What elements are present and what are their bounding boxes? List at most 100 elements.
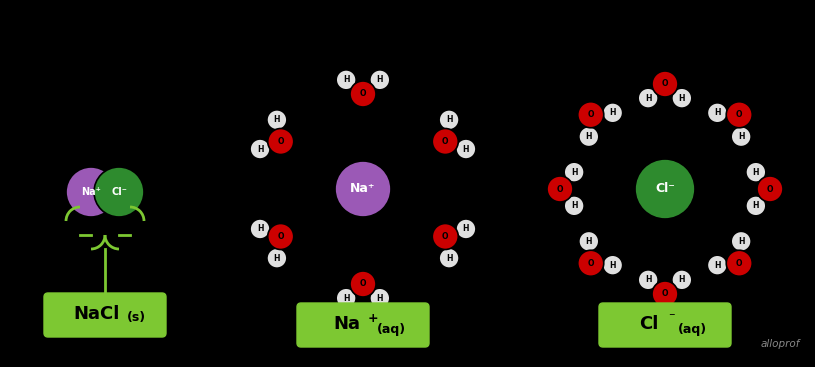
Circle shape — [672, 88, 692, 108]
Text: H: H — [463, 225, 469, 233]
Circle shape — [94, 167, 144, 217]
Text: O: O — [557, 185, 563, 193]
Text: H: H — [679, 94, 685, 103]
Circle shape — [432, 224, 458, 250]
Circle shape — [267, 110, 287, 130]
Text: H: H — [586, 132, 592, 141]
Text: Cl: Cl — [639, 315, 659, 333]
Text: O: O — [277, 232, 284, 241]
Circle shape — [370, 70, 390, 90]
Text: Na⁺: Na⁺ — [81, 187, 101, 197]
Circle shape — [268, 224, 293, 250]
Circle shape — [564, 162, 584, 182]
Circle shape — [267, 248, 287, 268]
Text: H: H — [679, 275, 685, 284]
Text: O: O — [359, 280, 366, 288]
Circle shape — [726, 250, 752, 276]
Circle shape — [707, 103, 727, 123]
Circle shape — [652, 71, 678, 97]
Text: H: H — [377, 75, 383, 84]
Text: H: H — [645, 275, 651, 284]
Text: O: O — [662, 80, 668, 88]
Circle shape — [268, 128, 293, 155]
Text: O: O — [442, 137, 448, 146]
Circle shape — [635, 159, 695, 219]
Circle shape — [602, 103, 623, 123]
Circle shape — [456, 219, 476, 239]
Text: H: H — [738, 237, 744, 246]
Circle shape — [350, 271, 376, 297]
Circle shape — [456, 139, 476, 159]
Circle shape — [579, 231, 599, 251]
Circle shape — [726, 102, 752, 128]
Circle shape — [578, 250, 604, 276]
Circle shape — [547, 176, 573, 202]
Circle shape — [579, 127, 599, 147]
Text: (aq): (aq) — [377, 323, 406, 335]
Circle shape — [652, 281, 678, 307]
Text: H: H — [610, 261, 616, 270]
Text: O: O — [442, 232, 448, 241]
FancyBboxPatch shape — [599, 303, 731, 347]
Circle shape — [638, 270, 659, 290]
Text: alloprof: alloprof — [760, 339, 800, 349]
Text: H: H — [610, 108, 616, 117]
Circle shape — [336, 288, 356, 308]
Text: H: H — [570, 168, 577, 177]
Text: H: H — [257, 225, 263, 233]
Circle shape — [746, 196, 766, 216]
Circle shape — [66, 167, 116, 217]
Text: H: H — [752, 201, 759, 210]
Circle shape — [672, 270, 692, 290]
Circle shape — [350, 81, 376, 107]
Text: H: H — [257, 145, 263, 153]
Text: O: O — [277, 137, 284, 146]
Text: O: O — [662, 290, 668, 298]
Text: H: H — [570, 201, 577, 210]
Text: H: H — [274, 115, 280, 124]
Text: H: H — [446, 254, 452, 263]
Text: O: O — [359, 90, 366, 98]
Circle shape — [370, 288, 390, 308]
Text: ⁻: ⁻ — [668, 312, 675, 324]
Text: O: O — [588, 259, 594, 268]
Text: Cl⁻: Cl⁻ — [655, 182, 675, 196]
Text: O: O — [588, 110, 594, 119]
Text: Na⁺: Na⁺ — [350, 182, 376, 196]
Circle shape — [439, 110, 459, 130]
Text: H: H — [446, 115, 452, 124]
Circle shape — [250, 139, 270, 159]
Text: H: H — [752, 168, 759, 177]
Text: H: H — [343, 75, 350, 84]
Text: H: H — [377, 294, 383, 303]
FancyBboxPatch shape — [44, 293, 166, 337]
Text: O: O — [736, 259, 742, 268]
Circle shape — [731, 127, 751, 147]
Circle shape — [638, 88, 659, 108]
Text: (aq): (aq) — [678, 323, 707, 335]
Circle shape — [746, 162, 766, 182]
Text: H: H — [343, 294, 350, 303]
Circle shape — [602, 255, 623, 275]
Circle shape — [439, 248, 459, 268]
Text: H: H — [738, 132, 744, 141]
Text: (s): (s) — [127, 312, 146, 324]
Text: H: H — [645, 94, 651, 103]
Text: Na: Na — [333, 315, 360, 333]
Text: +: + — [368, 312, 379, 324]
Text: O: O — [736, 110, 742, 119]
Circle shape — [757, 176, 783, 202]
Circle shape — [731, 231, 751, 251]
Circle shape — [250, 219, 270, 239]
Text: H: H — [586, 237, 592, 246]
Circle shape — [336, 70, 356, 90]
Text: H: H — [274, 254, 280, 263]
Circle shape — [564, 196, 584, 216]
Text: Cl⁻: Cl⁻ — [111, 187, 127, 197]
Text: H: H — [463, 145, 469, 153]
Circle shape — [432, 128, 458, 155]
Circle shape — [578, 102, 604, 128]
FancyBboxPatch shape — [297, 303, 429, 347]
Circle shape — [335, 161, 391, 217]
Text: H: H — [714, 108, 720, 117]
